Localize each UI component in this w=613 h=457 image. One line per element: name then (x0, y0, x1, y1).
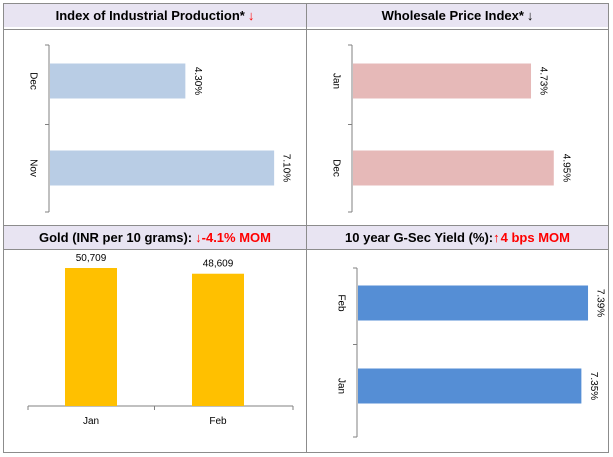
arrow-down-icon: ↓ (526, 8, 534, 23)
gold-title: Gold (INR per 10 grams): (39, 230, 193, 245)
column-divider (306, 3, 307, 453)
iip-bar (50, 150, 275, 186)
row-divider-middle (3, 225, 609, 226)
wpi-title: Wholesale Price Index* (381, 8, 524, 23)
iip-data-label: 7.10% (281, 154, 292, 182)
gsec-title: 10 year G-Sec Yield (%): (345, 230, 494, 245)
wpi-header: Wholesale Price Index* ↓ (307, 4, 608, 27)
iip-category-label: Dec (28, 72, 39, 90)
gsec-bar (358, 368, 582, 404)
iip-bar (50, 63, 186, 99)
gsec-change: 4 bps MOM (500, 230, 570, 245)
wpi-bar (353, 63, 532, 99)
gold-category-label: Feb (209, 416, 227, 427)
gsec-header: 10 year G-Sec Yield (%): ↑ 4 bps MOM (307, 226, 608, 249)
wpi-category-label: Dec (331, 159, 342, 177)
iip-data-label: 4.30% (192, 67, 203, 95)
row-divider-lower (3, 249, 609, 250)
gsec-category-label: Feb (336, 294, 347, 312)
gold-bar (192, 273, 244, 406)
wpi-category-label: Jan (331, 73, 342, 89)
iip-title: Index of Industrial Production* (55, 8, 245, 23)
wpi-bar (353, 150, 554, 186)
gold-category-label: Jan (83, 416, 99, 427)
gsec-data-label: 7.35% (588, 372, 599, 400)
row-divider-top (3, 29, 609, 30)
gold-change: -4.1% MOM (201, 230, 271, 245)
gsec-data-label: 7.39% (595, 289, 606, 317)
arrow-down-icon: ↓ (195, 230, 202, 245)
arrow-down-icon: ↓ (247, 8, 255, 23)
gsec-category-label: Jan (336, 378, 347, 394)
gold-bar (65, 268, 117, 406)
arrow-up-icon: ↑ (493, 230, 500, 245)
iip-header: Index of Industrial Production* ↓ (4, 4, 306, 27)
gold-data-label: 48,609 (203, 259, 234, 270)
gsec-bar (358, 285, 589, 321)
wpi-data-label: 4.95% (560, 154, 571, 182)
gold-data-label: 50,709 (76, 253, 107, 264)
gold-header: Gold (INR per 10 grams): ↓ -4.1% MOM (4, 226, 306, 249)
iip-category-label: Nov (28, 159, 39, 177)
wpi-data-label: 4.73% (538, 67, 549, 95)
